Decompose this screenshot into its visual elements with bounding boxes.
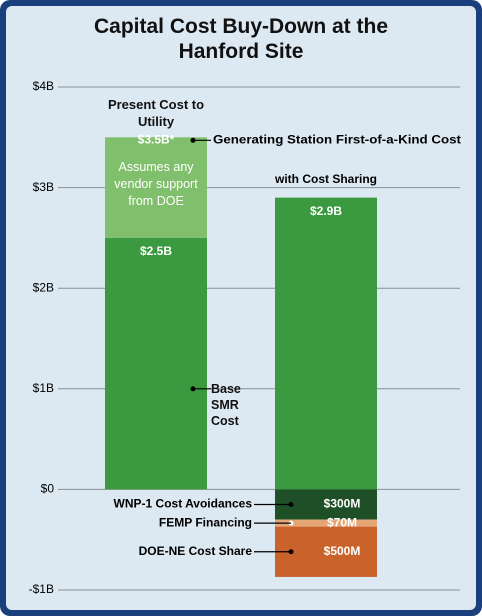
series-label-box: Base SMR Cost <box>211 381 241 428</box>
value-label: $2.5B <box>140 244 172 258</box>
note-box: Assumes any vendor support from DOE <box>114 160 198 209</box>
series-label: Generating Station First-of-a-Kind Cost <box>213 132 461 146</box>
y-tick-label: -$1B <box>29 582 54 596</box>
y-tick-label: $1B <box>33 381 54 395</box>
series-label: WNP-1 Cost Avoidances <box>114 497 253 511</box>
y-tick-label: $4B <box>33 79 54 93</box>
value-label: $500M <box>324 544 361 558</box>
series-label: DOE-NE Cost Share <box>139 544 253 558</box>
annotation: $3.5B* <box>138 132 175 146</box>
bar-segment <box>105 137 207 238</box>
value-label: $300M <box>324 497 361 511</box>
category-label: with Cost Sharing <box>274 172 377 186</box>
category-label-box: Present Cost to Utility <box>107 97 205 129</box>
note: Assumes any vendor support from DOE <box>114 160 198 209</box>
category-label: Present Cost to Utility <box>107 97 205 129</box>
bar-segment <box>275 519 377 527</box>
bar-segment <box>275 197 377 490</box>
series-label: FEMP Financing <box>159 515 252 529</box>
bar-segment <box>105 237 207 490</box>
y-tick-label: $2B <box>33 280 54 294</box>
chart-title-box: Capital Cost Buy-Down at the Hanford Sit… <box>93 15 388 63</box>
y-tick-label: $0 <box>41 482 55 496</box>
y-tick-label: $3B <box>33 180 54 194</box>
chart-title: Capital Cost Buy-Down at the Hanford Sit… <box>93 15 388 63</box>
value-label: $2.9B <box>310 204 342 218</box>
value-label: $70M <box>327 515 357 529</box>
series-label: Base SMR Cost <box>211 381 241 428</box>
